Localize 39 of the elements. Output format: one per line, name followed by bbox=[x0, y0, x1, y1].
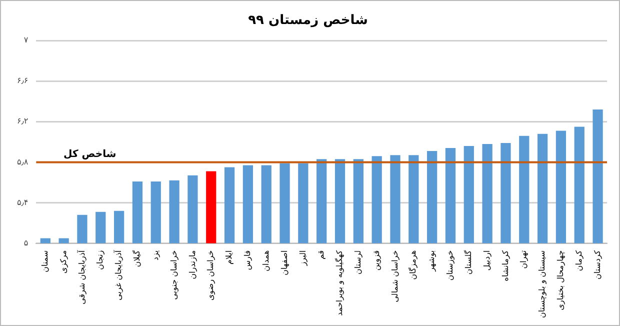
x-tick-label: مازندران bbox=[188, 250, 197, 280]
x-tick-label: اردبیل bbox=[482, 250, 492, 271]
x-tick-label: آذربایجان شرقی bbox=[76, 249, 86, 304]
ref-line-label: شاخص کل bbox=[64, 149, 116, 160]
x-tick-label: خوزستان bbox=[446, 250, 455, 281]
x-tick-label: فارس bbox=[243, 250, 252, 270]
x-tick-label: چهارمحال بختیاری bbox=[556, 250, 566, 310]
x-tick-label: گلستان bbox=[462, 250, 473, 275]
y-tick-label: ۶٫۶ bbox=[16, 76, 28, 86]
y-tick-label: ۶٫۲ bbox=[16, 116, 28, 126]
x-tick-label: بوشهر bbox=[427, 250, 436, 272]
x-tick-label: قم bbox=[316, 250, 326, 260]
x-tick-label: کرمان bbox=[574, 250, 584, 272]
chart-title: شاخص زمستان ۹۹ bbox=[248, 13, 368, 28]
x-tick-label: سمنان bbox=[40, 250, 50, 272]
y-tick-label: ۷ bbox=[24, 36, 29, 45]
x-tick-label: تهران bbox=[519, 250, 528, 269]
x-tick-label: کردستان bbox=[592, 250, 602, 280]
x-tick-label: زنجان bbox=[96, 250, 105, 270]
y-tick-label: ۵٫۸ bbox=[16, 157, 29, 166]
x-tick-label: مرکزی bbox=[58, 250, 68, 274]
x-tick-label: آذربایجان غربی bbox=[113, 249, 124, 300]
x-tick-label: قزوین bbox=[372, 250, 381, 271]
x-tick-label: کهگیلویه و بویراحمد bbox=[334, 250, 344, 316]
y-tick-label: ۵ bbox=[24, 238, 28, 248]
x-tick-label: یزد bbox=[150, 250, 160, 260]
x-tick-label: ایلام bbox=[224, 250, 234, 264]
x-tick-label: خراسان جنوبی bbox=[169, 250, 178, 300]
y-tick-label: ۵٫۴ bbox=[16, 198, 28, 207]
x-tick-label: هرمزگان bbox=[408, 250, 418, 280]
x-tick-label: همدان bbox=[261, 250, 270, 272]
x-tick-label: لرستان bbox=[354, 250, 362, 275]
x-tick-label: کرمانشاه bbox=[500, 250, 510, 282]
x-tick-label: سیستان و بلوچستان bbox=[538, 250, 547, 318]
x-tick-label: گیلان bbox=[132, 250, 142, 268]
x-tick-label: خراسان رضوی bbox=[206, 250, 216, 300]
x-tick-label: اصفهان bbox=[280, 250, 289, 276]
x-tick-label: البرز bbox=[298, 250, 308, 267]
x-tick-label: خراسان شمالی bbox=[390, 250, 400, 302]
